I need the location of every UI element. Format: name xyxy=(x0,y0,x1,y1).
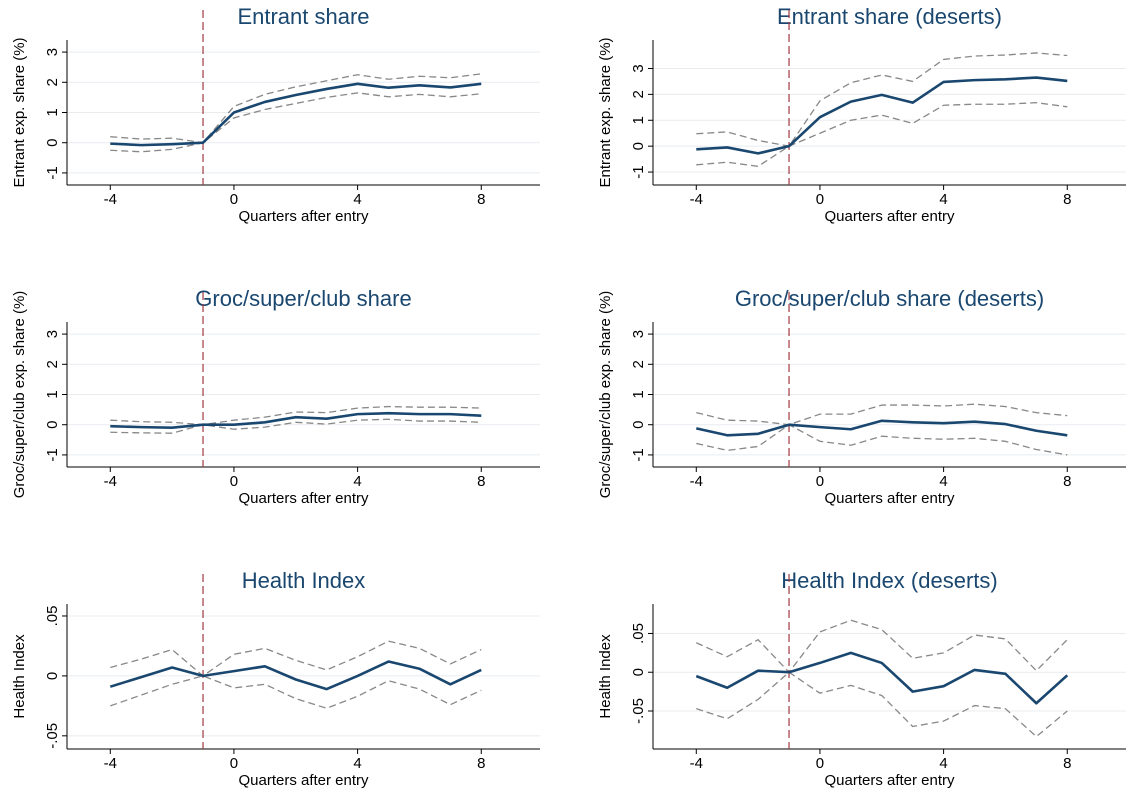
y-tick-label: -1 xyxy=(630,165,647,178)
ci-line xyxy=(696,671,1068,738)
x-tick-label: 8 xyxy=(477,191,485,208)
y-tick-label: 3 xyxy=(630,330,647,338)
y-tick-label: .05 xyxy=(44,606,61,627)
panel-title: Entrant share xyxy=(237,4,369,29)
y-tick-label: 3 xyxy=(44,330,61,338)
estimate-line xyxy=(110,82,482,147)
y-tick-label: 0 xyxy=(630,668,647,676)
x-tick-label: 0 xyxy=(816,191,824,208)
x-tick-label: 0 xyxy=(230,755,238,772)
y-tick-label: 0 xyxy=(630,142,647,150)
estimate-line xyxy=(695,419,1068,437)
ci-line xyxy=(696,403,1068,426)
y-axis-label: Groc/super/club exp. share (%) xyxy=(597,291,614,499)
ci-line xyxy=(696,619,1068,673)
y-tick-label: 2 xyxy=(44,78,61,86)
x-tick-label: 8 xyxy=(1063,755,1071,772)
x-axis-label: Quarters after entry xyxy=(824,490,955,507)
y-tick-label: 1 xyxy=(44,390,61,398)
y-tick-label: .05 xyxy=(630,623,647,644)
ci-line xyxy=(696,102,1068,168)
panel-title: Groc/super/club share xyxy=(195,286,411,311)
x-tick-label: 4 xyxy=(353,755,361,772)
panel-title: Entrant share (deserts) xyxy=(777,4,1002,29)
x-axis-label: Quarters after entry xyxy=(238,208,369,225)
panel: Health Index Health Index Quarters after e… xyxy=(11,568,540,789)
y-tick-label: -1 xyxy=(44,448,61,461)
x-tick-label: 4 xyxy=(939,191,947,208)
estimate-line xyxy=(696,76,1068,155)
x-axis-label: Quarters after entry xyxy=(824,772,955,789)
panel: Groc/super/club share (deserts) Groc/supe… xyxy=(597,286,1126,507)
x-tick-label: 0 xyxy=(816,755,824,772)
y-tick-label: 2 xyxy=(44,360,61,368)
y-tick-label: 3 xyxy=(630,64,647,72)
x-tick-label: -4 xyxy=(690,473,703,490)
x-tick-label: 4 xyxy=(939,473,947,490)
y-tick-label: 0 xyxy=(44,672,61,680)
ci-line xyxy=(696,424,1068,456)
estimate-line xyxy=(695,651,1069,705)
y-tick-label: 0 xyxy=(630,421,647,429)
y-axis-label: Groc/super/club exp. share (%) xyxy=(11,291,28,499)
ci-line xyxy=(696,52,1068,147)
y-tick-label: 0 xyxy=(44,139,61,147)
panel-title: Health Index xyxy=(242,568,366,593)
x-tick-label: -4 xyxy=(690,191,703,208)
y-tick-label: -1 xyxy=(44,166,61,179)
y-tick-label: 1 xyxy=(630,116,647,124)
y-tick-label: -.05 xyxy=(44,723,61,749)
y-tick-label: 1 xyxy=(630,390,647,398)
ci-line xyxy=(110,92,482,153)
x-tick-label: 0 xyxy=(816,473,824,490)
x-tick-label: 8 xyxy=(477,473,485,490)
panel: Health Index (deserts) Health Index Quarte… xyxy=(597,568,1126,789)
y-axis-label: Health Index xyxy=(11,634,28,719)
x-axis-label: Quarters after entry xyxy=(824,208,955,225)
x-tick-label: 4 xyxy=(939,755,947,772)
panel: Entrant share Entrant exp. share (%) Quart… xyxy=(11,4,540,225)
y-tick-label: 1 xyxy=(44,108,61,116)
x-tick-label: 8 xyxy=(1063,191,1071,208)
ci-line xyxy=(110,73,482,144)
x-tick-label: 4 xyxy=(353,473,361,490)
y-tick-label: -.05 xyxy=(630,698,647,724)
x-axis-label: Quarters after entry xyxy=(238,772,369,789)
ci-line xyxy=(110,405,482,426)
x-tick-label: 8 xyxy=(1063,473,1071,490)
y-tick-label: 2 xyxy=(630,360,647,368)
ci-line xyxy=(110,418,482,434)
panel: Entrant share (deserts) Entrant exp. shar… xyxy=(597,4,1126,225)
y-axis-label: Health Index xyxy=(597,634,614,719)
y-axis-label: Entrant exp. share (%) xyxy=(597,37,614,187)
estimate-line xyxy=(110,411,482,430)
x-tick-label: -4 xyxy=(104,755,117,772)
panel-title: Health Index (deserts) xyxy=(781,568,997,593)
panel: Groc/super/club share Groc/super/club exp… xyxy=(11,286,540,507)
x-tick-label: -4 xyxy=(104,473,117,490)
y-tick-label: 3 xyxy=(44,48,61,56)
y-axis-label: Entrant exp. share (%) xyxy=(11,37,28,187)
x-tick-label: 4 xyxy=(353,191,361,208)
x-tick-label: 0 xyxy=(230,191,238,208)
y-tick-label: -1 xyxy=(630,448,647,461)
y-tick-label: 2 xyxy=(630,90,647,98)
estimate-line xyxy=(109,660,482,691)
panel-title: Groc/super/club share (deserts) xyxy=(735,286,1044,311)
x-tick-label: -4 xyxy=(104,191,117,208)
x-tick-label: 8 xyxy=(477,755,485,772)
y-tick-label: 0 xyxy=(44,421,61,429)
x-axis-label: Quarters after entry xyxy=(238,490,369,507)
x-tick-label: -4 xyxy=(690,755,703,772)
x-tick-label: 0 xyxy=(230,473,238,490)
